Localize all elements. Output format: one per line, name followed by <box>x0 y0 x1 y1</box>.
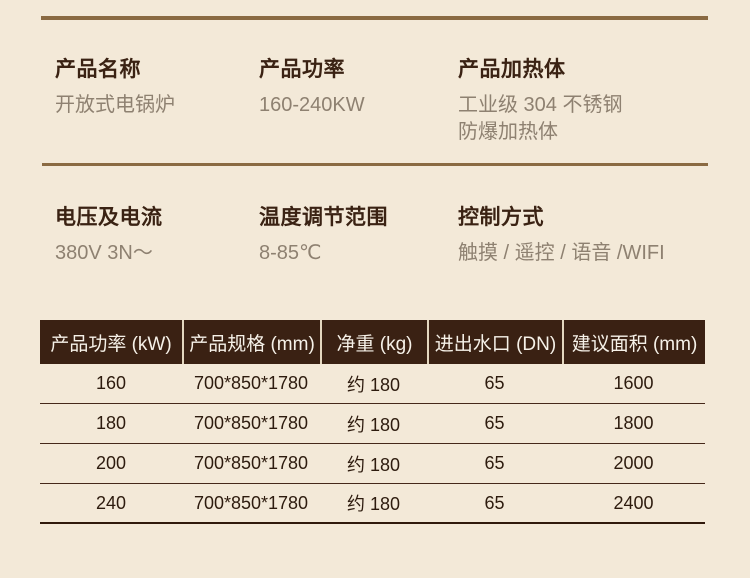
spec-value: 160-240KW <box>259 94 365 116</box>
table-cell: 1600 <box>613 373 654 393</box>
table-cell: 约 180 <box>346 494 401 514</box>
spec-value: 工业级 304 不锈钢 防爆加热体 <box>458 94 623 143</box>
table-cell: 2000 <box>613 453 654 473</box>
table-cell: 约 180 <box>346 414 401 435</box>
spec-control-method: 控制方式 触摸 / 遥控 / 语音 /WIFI <box>458 205 723 267</box>
spec-table-body: 160 700*850*1780 约 180 65 1600 180 700*850*178… <box>40 364 705 524</box>
spec-value: 触摸 / 遥控 / 语音 /WIFI <box>458 242 665 264</box>
spec-label: 产品功率 <box>259 58 345 81</box>
table-cell: 65 <box>484 413 505 433</box>
table-cell: 65 <box>484 492 505 513</box>
spec-product-name: 产品名称 开放式电锅炉 <box>55 57 250 119</box>
spec-temperature-range: 温度调节范围 8-85℃ <box>259 205 449 267</box>
table-cell: 2400 <box>613 492 654 513</box>
table-cell: 160 <box>95 373 127 393</box>
spec-label: 控制方式 <box>458 206 544 229</box>
spec-voltage-current: 电压及电流 380V 3N～ <box>55 205 250 267</box>
spec-value: 8-85℃ <box>259 242 322 264</box>
table-cell: 65 <box>484 373 505 393</box>
table-cell: 700*850*1780 <box>193 453 309 473</box>
table-cell: 65 <box>484 453 505 473</box>
table-cell: 约 180 <box>346 454 401 475</box>
table-header-cell: 净重 (kg) <box>320 320 427 364</box>
spec-label: 产品名称 <box>55 58 141 81</box>
table-row: 180 700*850*1780 约 180 65 1800 <box>40 404 705 444</box>
spec-value: 开放式电锅炉 <box>55 94 175 116</box>
spec-label: 产品加热体 <box>458 58 566 81</box>
table-cell: 700*850*1780 <box>193 373 309 393</box>
spec-table-header: 产品功率 (kW) 产品规格 (mm) 净重 (kg) 进出水口 (DN) 建议面积 (… <box>40 320 705 364</box>
spec-value: 380V 3N～ <box>55 242 153 264</box>
section-divider-line <box>42 163 708 166</box>
table-header-cell: 建议面积 (mm) <box>562 320 705 364</box>
table-row: 200 700*850*1780 约 180 65 2000 <box>40 444 705 484</box>
spec-product-power: 产品功率 160-240KW <box>259 57 449 119</box>
table-header-cell: 产品功率 (kW) <box>50 333 172 355</box>
table-header-cell: 产品规格 (mm) <box>182 320 320 364</box>
table-cell: 240 <box>95 492 127 513</box>
spec-heating-element: 产品加热体 工业级 304 不锈钢 防爆加热体 <box>458 57 723 146</box>
table-cell: 1800 <box>613 413 654 433</box>
table-cell: 约 180 <box>346 374 401 395</box>
table-cell: 700*850*1780 <box>193 413 309 433</box>
table-cell: 700*850*1780 <box>193 492 309 513</box>
spec-label: 电压及电流 <box>55 206 163 229</box>
table-cell: 200 <box>95 453 127 473</box>
table-cell: 180 <box>95 413 127 433</box>
top-divider-line <box>41 16 708 20</box>
table-row: 160 700*850*1780 约 180 65 1600 <box>40 364 705 404</box>
spec-label: 温度调节范围 <box>259 206 388 229</box>
spec-table: 产品功率 (kW) 产品规格 (mm) 净重 (kg) 进出水口 (DN) 建议面积 (… <box>40 320 705 524</box>
table-row: 240 700*850*1780 约 180 65 2400 <box>40 484 705 524</box>
table-header-cell: 进出水口 (DN) <box>427 320 562 364</box>
